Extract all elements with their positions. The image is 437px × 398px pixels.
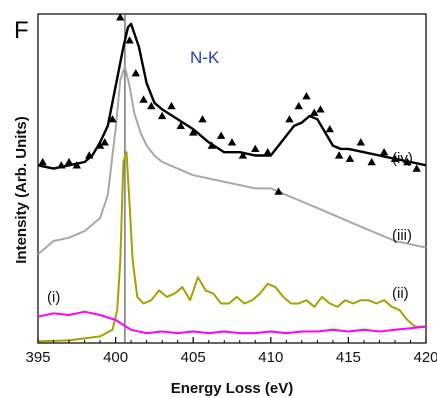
data-point-marker: [216, 131, 226, 139]
data-point-marker: [403, 157, 412, 166]
data-point-marker: [227, 138, 237, 146]
data-point-marker: [412, 164, 421, 172]
series-label-i: (i): [47, 289, 60, 306]
data-point-marker: [379, 147, 389, 156]
data-point-marker: [147, 101, 156, 110]
data-point-marker: [367, 157, 376, 166]
series-line-ii: [37, 151, 426, 343]
chart-title: N-K: [190, 48, 220, 67]
series-line-iv: [37, 22, 427, 170]
data-point-marker: [356, 138, 366, 146]
series-line-i: [37, 310, 427, 335]
data-point-marker: [302, 92, 311, 100]
data-point-marker: [157, 111, 167, 120]
data-point-marker: [167, 101, 176, 110]
x-tick-label: 410: [258, 349, 283, 366]
x-axis-title: Energy Loss (eV): [171, 380, 294, 397]
data-point-marker: [57, 161, 66, 169]
x-tick-label: 415: [336, 349, 361, 366]
data-point-marker: [100, 138, 109, 146]
data-point-marker: [131, 69, 140, 77]
data-point-marker: [116, 13, 125, 21]
data-point-marker: [108, 115, 117, 123]
data-point-marker: [176, 121, 185, 130]
data-point-marker: [285, 115, 294, 123]
data-point-marker: [198, 115, 207, 123]
data-point-marker: [294, 101, 303, 110]
plot-area-frame: [37, 13, 427, 344]
data-point-marker: [316, 105, 325, 113]
data-point-marker: [38, 157, 47, 166]
data-point-marker: [207, 141, 217, 149]
data-point-marker: [251, 144, 260, 153]
x-axis-ticks: 395 400 405 410 415 420: [25, 337, 437, 366]
panel-letter: F: [14, 17, 29, 44]
data-point-marker: [139, 95, 148, 103]
data-point-marker: [274, 187, 283, 195]
series-label-iii: (iii): [392, 227, 412, 244]
data-point-marker: [95, 141, 105, 149]
data-point-marker: [310, 108, 319, 116]
data-point-marker: [345, 154, 355, 162]
data-point-marker: [72, 161, 81, 169]
data-point-marker: [64, 157, 74, 166]
y-axis-title: Intensity (Arb. Units): [13, 116, 30, 264]
series-layer: [37, 13, 427, 343]
x-tick-label: 420: [413, 349, 437, 366]
data-point-marker: [334, 151, 344, 159]
x-tick-label: 400: [103, 349, 128, 366]
x-tick-label: 395: [25, 349, 50, 366]
data-point-marker: [238, 151, 248, 159]
data-point-marker: [85, 151, 94, 159]
data-point-marker: [325, 124, 334, 133]
x-tick-label: 405: [181, 349, 206, 366]
series-line-iii: [37, 65, 427, 255]
data-point-marker: [263, 147, 272, 156]
data-point-marker: [390, 154, 400, 162]
data-point-marker: [189, 128, 198, 136]
series-label-ii: (ii): [392, 285, 409, 302]
data-point-marker: [125, 36, 134, 44]
series-label-iv: (iv): [392, 150, 413, 167]
